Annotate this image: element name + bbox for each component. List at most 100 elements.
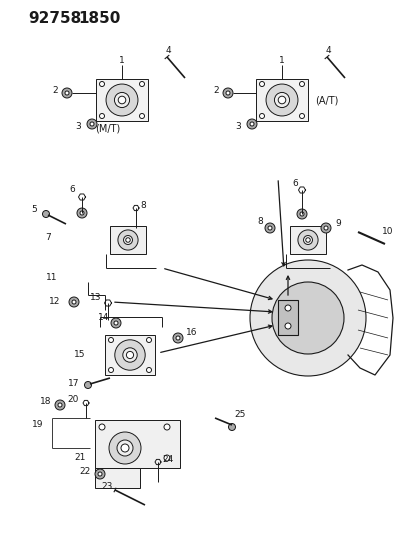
Text: 16: 16: [186, 328, 197, 337]
Text: 9: 9: [334, 220, 340, 229]
Circle shape: [296, 209, 306, 219]
Text: 1850: 1850: [78, 11, 120, 26]
Circle shape: [126, 238, 130, 242]
Circle shape: [90, 122, 94, 126]
Text: 11: 11: [46, 273, 57, 282]
Bar: [95, 420, 180, 468]
Text: 13: 13: [90, 294, 102, 303]
Circle shape: [278, 96, 285, 104]
Circle shape: [87, 119, 97, 129]
Circle shape: [98, 472, 102, 476]
Bar: [95, 468, 140, 488]
Circle shape: [274, 92, 289, 108]
Circle shape: [106, 84, 138, 116]
Circle shape: [43, 211, 50, 217]
Bar: [105, 335, 154, 375]
Circle shape: [173, 333, 183, 343]
Text: 22: 22: [79, 467, 90, 477]
Circle shape: [299, 82, 304, 86]
Bar: [277, 300, 297, 335]
Circle shape: [123, 236, 132, 245]
Text: 3: 3: [75, 122, 81, 131]
Circle shape: [284, 305, 290, 311]
Text: 17: 17: [68, 379, 80, 389]
Circle shape: [77, 208, 87, 218]
Circle shape: [114, 321, 118, 325]
Circle shape: [259, 114, 264, 118]
Circle shape: [305, 238, 309, 242]
Text: 6: 6: [69, 185, 75, 195]
Circle shape: [62, 88, 72, 98]
Circle shape: [249, 260, 365, 376]
Text: 10: 10: [381, 228, 393, 237]
Text: 92758: 92758: [28, 11, 81, 26]
Text: 2: 2: [213, 85, 218, 94]
Circle shape: [323, 226, 327, 230]
Circle shape: [80, 211, 84, 215]
Circle shape: [225, 91, 230, 95]
Circle shape: [249, 122, 254, 126]
Circle shape: [99, 114, 104, 118]
Circle shape: [139, 114, 144, 118]
Circle shape: [284, 323, 290, 329]
Circle shape: [164, 455, 170, 461]
Text: (M/T): (M/T): [95, 123, 120, 133]
Text: 21: 21: [74, 454, 85, 463]
Circle shape: [109, 432, 141, 464]
Circle shape: [303, 236, 312, 245]
Circle shape: [118, 230, 138, 250]
Text: 2: 2: [52, 85, 58, 94]
Circle shape: [267, 226, 271, 230]
Circle shape: [99, 82, 104, 86]
Text: 4: 4: [165, 45, 171, 54]
Text: 7: 7: [45, 233, 51, 243]
Text: 12: 12: [49, 297, 61, 306]
Bar: [96, 79, 147, 121]
Text: (A/T): (A/T): [314, 95, 337, 105]
Circle shape: [299, 212, 303, 216]
Text: 15: 15: [74, 351, 85, 359]
Circle shape: [84, 382, 91, 389]
Text: 8: 8: [256, 217, 262, 227]
Circle shape: [176, 336, 180, 340]
Circle shape: [69, 297, 79, 307]
Circle shape: [297, 230, 317, 250]
Circle shape: [271, 282, 343, 354]
Circle shape: [266, 84, 297, 116]
Circle shape: [123, 348, 137, 362]
Circle shape: [95, 469, 105, 479]
Text: 24: 24: [162, 456, 173, 464]
Text: 5: 5: [31, 206, 37, 214]
Circle shape: [228, 424, 235, 431]
Text: 18: 18: [40, 398, 52, 407]
Circle shape: [259, 82, 264, 86]
Circle shape: [264, 223, 274, 233]
Circle shape: [108, 367, 113, 373]
Bar: [110, 226, 146, 254]
Circle shape: [320, 223, 330, 233]
Text: 25: 25: [234, 410, 245, 419]
Circle shape: [114, 340, 145, 370]
Text: 1: 1: [119, 55, 125, 64]
Text: 4: 4: [324, 45, 330, 54]
Text: 23: 23: [101, 482, 112, 491]
Circle shape: [111, 318, 121, 328]
Text: 14: 14: [98, 313, 109, 322]
Circle shape: [108, 337, 113, 343]
Text: 6: 6: [292, 179, 297, 188]
Circle shape: [247, 119, 256, 129]
Circle shape: [299, 114, 304, 118]
Circle shape: [223, 88, 233, 98]
Circle shape: [114, 92, 129, 108]
Circle shape: [146, 367, 151, 373]
Circle shape: [117, 440, 133, 456]
Circle shape: [72, 300, 76, 304]
Text: 20: 20: [67, 395, 78, 405]
Circle shape: [164, 424, 170, 430]
Circle shape: [146, 337, 151, 343]
Circle shape: [65, 91, 69, 95]
Circle shape: [55, 400, 65, 410]
Text: 8: 8: [140, 201, 145, 211]
Bar: [255, 79, 307, 121]
Text: 3: 3: [235, 122, 240, 131]
